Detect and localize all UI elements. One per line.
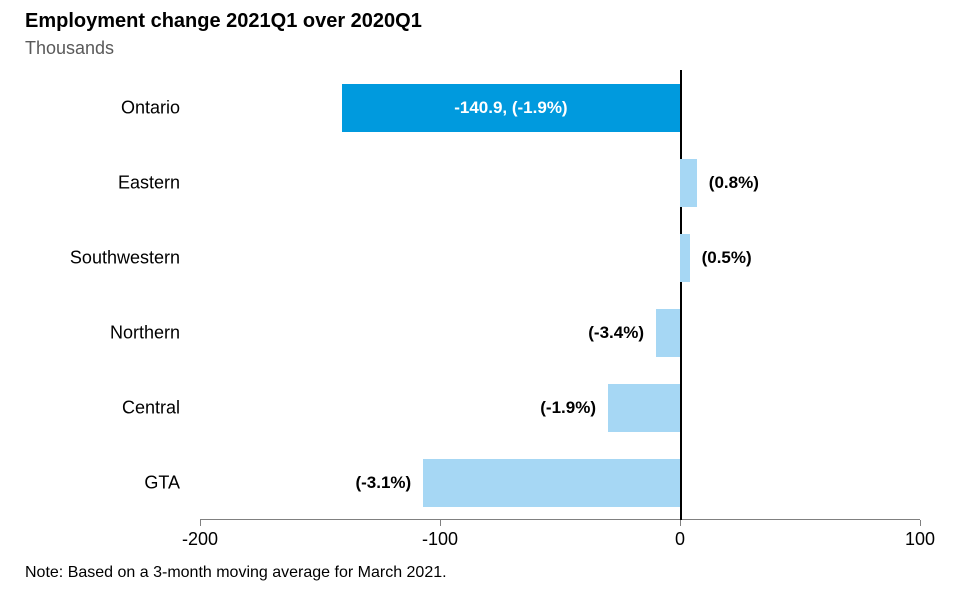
bar-value-label: (-1.9%) bbox=[540, 398, 596, 418]
zero-line bbox=[680, 70, 682, 520]
bar bbox=[680, 159, 697, 207]
bar bbox=[656, 309, 680, 357]
category-label: Southwestern bbox=[70, 247, 180, 268]
category-label: Central bbox=[122, 397, 180, 418]
x-tick-label: 100 bbox=[905, 529, 935, 550]
plot-area: -200-1000100Ontario-140.9, (-1.9%)Easter… bbox=[200, 70, 920, 520]
bar-value-label: (-3.4%) bbox=[588, 323, 644, 343]
chart-subtitle: Thousands bbox=[25, 38, 114, 59]
category-label: Ontario bbox=[121, 97, 180, 118]
chart-title: Employment change 2021Q1 over 2020Q1 bbox=[25, 10, 422, 33]
x-tick-mark bbox=[440, 520, 441, 526]
category-label: Eastern bbox=[118, 172, 180, 193]
bar-value-label: (0.8%) bbox=[709, 173, 759, 193]
x-tick-label: -200 bbox=[182, 529, 218, 550]
bar bbox=[423, 459, 680, 507]
category-label: GTA bbox=[144, 472, 180, 493]
bar bbox=[608, 384, 680, 432]
bar-value-label: (-3.1%) bbox=[355, 473, 411, 493]
x-tick-label: 0 bbox=[675, 529, 685, 550]
x-axis bbox=[200, 519, 920, 520]
x-tick-mark bbox=[200, 520, 201, 526]
bar-value-label: (0.5%) bbox=[702, 248, 752, 268]
employment-change-chart: Employment change 2021Q1 over 2020Q1 Tho… bbox=[0, 0, 960, 600]
x-tick-mark bbox=[920, 520, 921, 526]
bar bbox=[680, 234, 690, 282]
chart-footnote: Note: Based on a 3-month moving average … bbox=[25, 564, 447, 582]
x-tick-label: -100 bbox=[422, 529, 458, 550]
x-tick-mark bbox=[680, 520, 681, 526]
category-label: Northern bbox=[110, 322, 180, 343]
bar-value-label: -140.9, (-1.9%) bbox=[454, 98, 567, 118]
